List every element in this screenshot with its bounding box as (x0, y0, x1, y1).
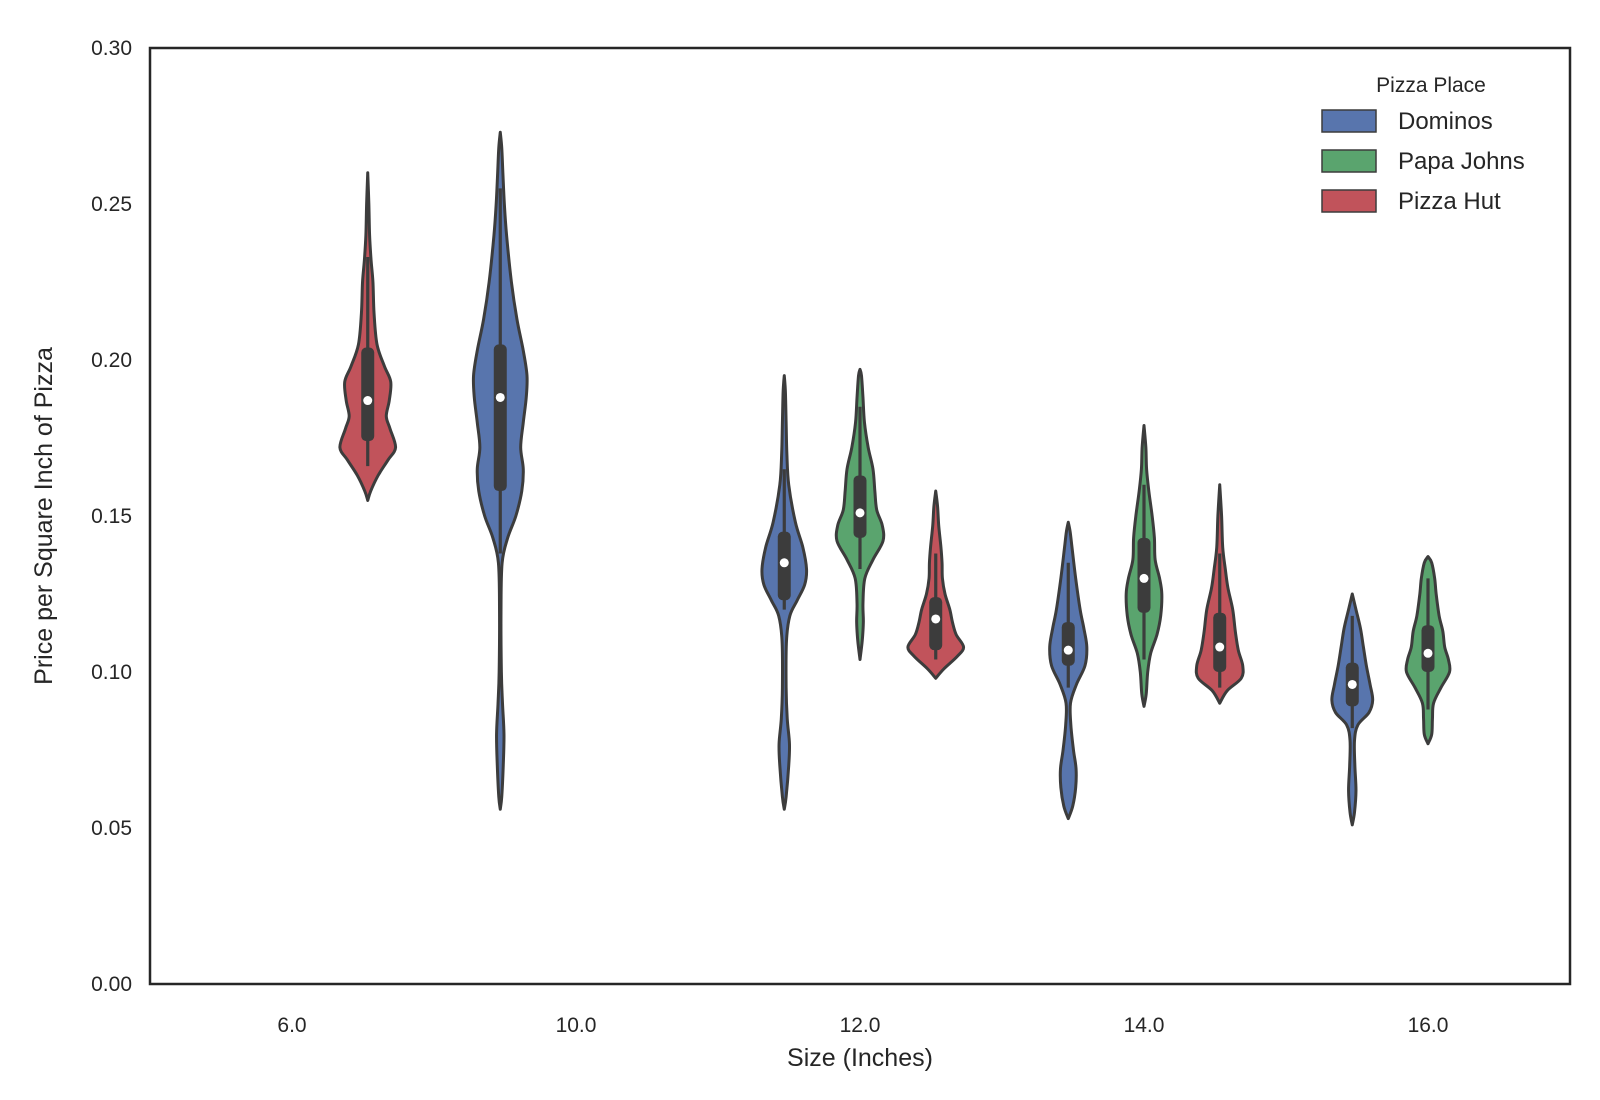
violin-papa-johns-16.0 (1404, 555, 1452, 746)
x-tick-label: 12.0 (840, 1014, 881, 1037)
violin-iqr-box (929, 597, 943, 651)
violin-layer (338, 130, 1452, 827)
violin-papa-johns-14.0 (1124, 424, 1164, 708)
violin-median-point (779, 558, 789, 568)
violin-iqr-box (1421, 625, 1435, 672)
x-tick-label: 14.0 (1124, 1014, 1165, 1037)
violin-iqr-box (361, 347, 375, 442)
y-tick-label: 0.10 (91, 661, 132, 684)
legend-label: Dominos (1398, 108, 1493, 135)
y-tick-label: 0.20 (91, 349, 132, 372)
legend-swatch-dominos (1321, 109, 1377, 133)
violin-median-point (363, 396, 373, 406)
violin-pizza-hut-14.0 (1194, 483, 1245, 705)
violin-dominos-12.0 (760, 374, 809, 811)
legend-label: Papa Johns (1398, 148, 1525, 175)
violin-median-point (1347, 679, 1357, 689)
violin-papa-johns-12.0 (834, 367, 886, 662)
violin-pizza-hut-12.0 (906, 489, 966, 680)
x-tick-label: 16.0 (1408, 1014, 1449, 1037)
violin-median-point (1423, 648, 1433, 658)
violin-iqr-box (493, 344, 507, 492)
y-axis-label: Price per Square Inch of Pizza (30, 347, 58, 685)
legend-title: Pizza Place (1376, 74, 1486, 97)
violin-dominos-16.0 (1330, 592, 1375, 827)
violin-iqr-box (853, 475, 867, 538)
y-tick-label: 0.00 (91, 973, 132, 996)
y-tick-label: 0.25 (91, 193, 132, 216)
violin-median-point (1139, 573, 1149, 583)
violin-iqr-box (1213, 612, 1227, 672)
violin-median-point (1215, 642, 1225, 652)
y-tick-label: 0.15 (91, 505, 132, 528)
legend-label: Pizza Hut (1398, 188, 1501, 215)
violin-median-point (1063, 645, 1073, 655)
violin-dominos-14.0 (1048, 520, 1089, 821)
y-tick-label: 0.30 (91, 37, 132, 60)
x-tick-label: 6.0 (277, 1014, 306, 1037)
x-tick-label: 10.0 (556, 1014, 597, 1037)
y-tick-label: 0.05 (91, 817, 132, 840)
violin-dominos-10.0 (471, 130, 529, 811)
violin-median-point (855, 508, 865, 518)
legend-swatch-papa-johns (1321, 149, 1377, 173)
y-axis-ticks: 0.00 0.05 0.10 0.15 0.20 0.25 0.30 (91, 37, 132, 996)
plot-frame (148, 46, 1572, 986)
violin-iqr-box (1061, 622, 1075, 666)
x-axis-ticks: 6.0 10.0 12.0 14.0 16.0 (277, 1014, 1448, 1037)
legend: Pizza Place Dominos Papa Johns Pizza Hut (1321, 74, 1525, 215)
violin-median-point (931, 614, 941, 624)
violin-median-point (495, 392, 505, 402)
violin-pizza-hut-6.0 (338, 171, 398, 502)
legend-swatch-pizza-hut (1321, 189, 1377, 213)
x-axis-label: Size (Inches) (787, 1044, 933, 1072)
